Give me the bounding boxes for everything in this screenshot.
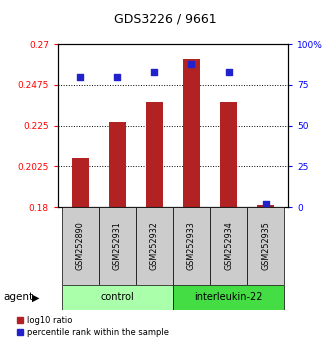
- Point: [77, 74, 83, 80]
- Bar: [72, 158, 88, 207]
- Bar: [247, 207, 284, 285]
- Point: [226, 69, 231, 75]
- Point: [189, 61, 194, 67]
- Text: ▶: ▶: [32, 292, 40, 302]
- Bar: [146, 102, 163, 207]
- Text: control: control: [100, 292, 134, 302]
- Bar: [62, 207, 99, 285]
- Bar: [62, 285, 173, 310]
- Bar: [136, 207, 173, 285]
- Bar: [220, 102, 237, 207]
- Text: agent: agent: [3, 292, 33, 302]
- Text: GSM252935: GSM252935: [261, 222, 270, 270]
- Bar: [258, 205, 274, 207]
- Text: interleukin-22: interleukin-22: [194, 292, 263, 302]
- Bar: [99, 207, 136, 285]
- Bar: [173, 207, 210, 285]
- Point: [152, 69, 157, 75]
- Text: GSM252931: GSM252931: [113, 222, 122, 270]
- Point: [115, 74, 120, 80]
- Legend: log10 ratio, percentile rank within the sample: log10 ratio, percentile rank within the …: [18, 316, 168, 337]
- Point: [263, 201, 268, 207]
- Bar: [173, 285, 284, 310]
- Bar: [210, 207, 247, 285]
- Text: GSM252933: GSM252933: [187, 222, 196, 270]
- Text: GSM252934: GSM252934: [224, 222, 233, 270]
- Text: GSM252932: GSM252932: [150, 222, 159, 270]
- Bar: [183, 59, 200, 207]
- Text: GSM252890: GSM252890: [76, 222, 85, 270]
- Text: GDS3226 / 9661: GDS3226 / 9661: [114, 12, 217, 25]
- Bar: [109, 122, 126, 207]
